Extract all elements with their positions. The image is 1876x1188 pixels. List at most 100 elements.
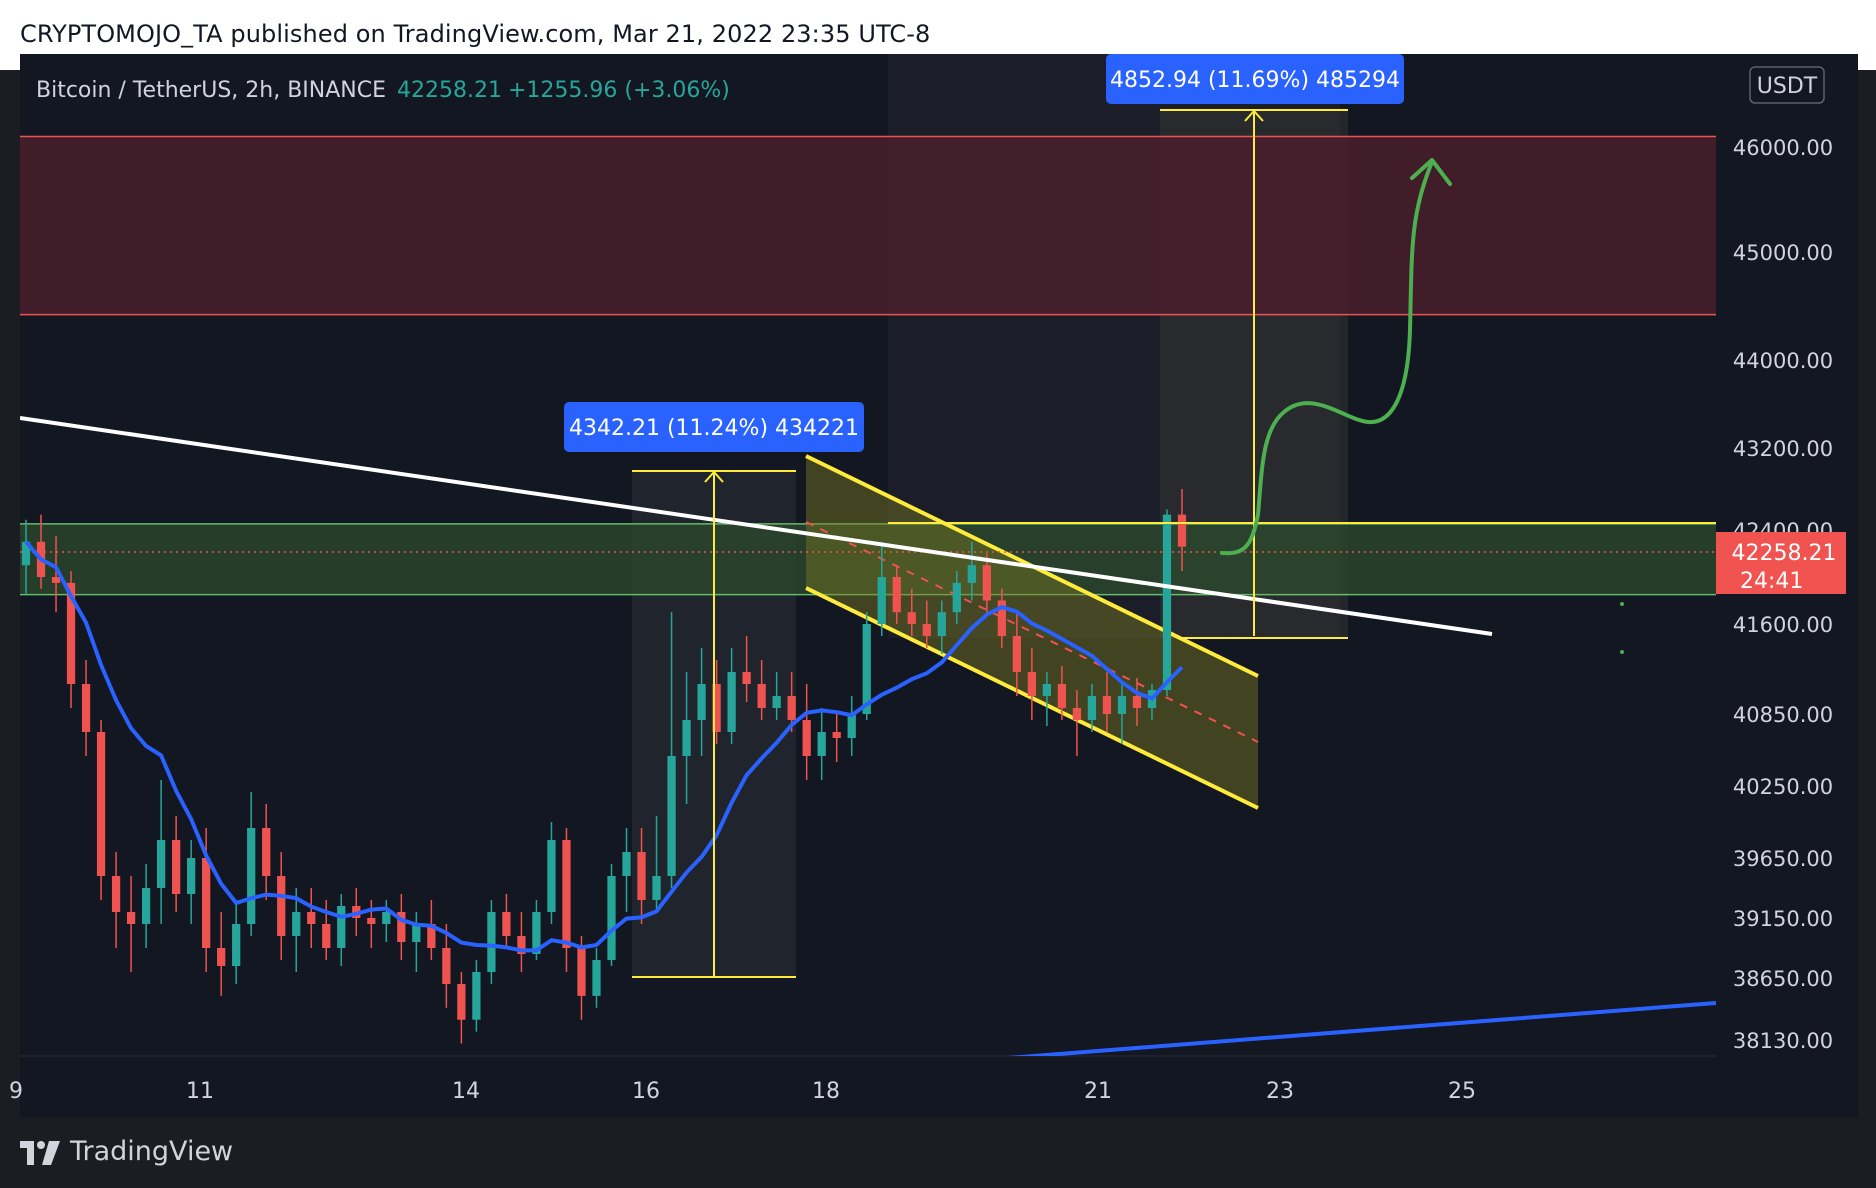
candle-body[interactable] xyxy=(652,876,661,900)
candle-body[interactable] xyxy=(727,672,736,732)
projection-arrowhead xyxy=(1410,158,1452,186)
candle-body[interactable] xyxy=(682,720,691,756)
time-axis[interactable]: 9 11 14 16 18 21 23 25 xyxy=(9,1079,1476,1104)
price-axis-label: 43200.00 xyxy=(1733,437,1833,461)
candle-body[interactable] xyxy=(577,948,586,996)
candle-body[interactable] xyxy=(156,840,166,888)
candle-body[interactable] xyxy=(187,858,196,894)
price-axis[interactable]: 46000.0045000.0044000.0043200.0042400.00… xyxy=(1733,136,1833,1053)
candle-body[interactable] xyxy=(1162,514,1172,690)
candle-body[interactable] xyxy=(547,840,556,912)
currency-badge-text: USDT xyxy=(1757,74,1818,99)
candle-body[interactable] xyxy=(817,732,826,756)
candle-body[interactable] xyxy=(322,924,331,948)
candle-body[interactable] xyxy=(111,876,121,912)
candle-body[interactable] xyxy=(487,912,496,972)
candle-body[interactable] xyxy=(232,924,241,966)
candle-body[interactable] xyxy=(757,684,766,708)
candle-body[interactable] xyxy=(1087,696,1097,720)
candle-body[interactable] xyxy=(922,624,931,636)
candle-body[interactable] xyxy=(217,948,226,966)
candle-body[interactable] xyxy=(1102,696,1112,714)
candle-body[interactable] xyxy=(592,960,601,996)
candle-body[interactable] xyxy=(247,828,256,924)
candle-body[interactable] xyxy=(997,600,1006,637)
projection-arrow xyxy=(1220,160,1434,556)
candle-body[interactable] xyxy=(742,672,751,684)
candle-body[interactable] xyxy=(96,732,106,876)
candle-body[interactable] xyxy=(427,924,436,948)
currency-badge[interactable]: USDT xyxy=(1749,66,1825,104)
candle-body[interactable] xyxy=(832,732,841,738)
measure2-label-text: 4852.94 (11.69%) 485294 xyxy=(1110,68,1400,93)
measure1-label: 4342.21 (11.24%) 434221 xyxy=(564,402,864,452)
brand-footer[interactable]: TradingView xyxy=(20,1136,233,1167)
candle-body[interactable] xyxy=(637,852,646,900)
candle-body[interactable] xyxy=(1042,684,1052,696)
candle-body[interactable] xyxy=(382,912,391,924)
candle-body[interactable] xyxy=(667,756,676,876)
candle-body[interactable] xyxy=(772,696,781,708)
time-axis-label: 16 xyxy=(632,1079,660,1104)
candle-body[interactable] xyxy=(712,684,721,732)
candle-body[interactable] xyxy=(126,912,136,924)
candle-body[interactable] xyxy=(862,624,871,714)
price-axis-label: 38650.00 xyxy=(1733,967,1833,991)
brand-name: TradingView xyxy=(70,1136,234,1167)
candle-body[interactable] xyxy=(397,912,406,942)
candle-body[interactable] xyxy=(1132,696,1142,708)
candle-body[interactable] xyxy=(517,936,526,954)
candle-body[interactable] xyxy=(967,565,976,583)
candle-body[interactable] xyxy=(457,983,466,1020)
candle-body[interactable] xyxy=(307,912,316,924)
candle-body[interactable] xyxy=(562,840,571,948)
candle-body[interactable] xyxy=(1117,696,1127,714)
candle-body[interactable] xyxy=(1012,636,1021,672)
current-price-tag: 42258.21 24:41 xyxy=(1716,532,1846,594)
candle-body[interactable] xyxy=(262,828,271,876)
candle-body[interactable] xyxy=(66,582,76,684)
descending-trendline xyxy=(20,416,1493,636)
candle-body[interactable] xyxy=(51,577,61,583)
candle-body[interactable] xyxy=(1027,672,1036,696)
candle-body[interactable] xyxy=(697,684,706,720)
candle-body[interactable] xyxy=(337,906,346,948)
candle-body[interactable] xyxy=(622,852,631,876)
candle-body[interactable] xyxy=(802,720,811,756)
candle-body[interactable] xyxy=(982,565,991,601)
candle-body[interactable] xyxy=(202,858,211,948)
support-zone xyxy=(20,523,1716,595)
time-axis-background xyxy=(20,1056,1716,1118)
candle-body[interactable] xyxy=(412,924,421,942)
candle-body[interactable] xyxy=(1072,708,1082,720)
candle-body[interactable] xyxy=(937,612,946,636)
publisher-text: CRYPTOMOJO_TA published on TradingView.c… xyxy=(20,20,931,48)
candle-body[interactable] xyxy=(21,541,31,566)
resistance-zone xyxy=(20,136,1716,315)
current-price-value: 42258.21 xyxy=(1732,541,1837,566)
candle-body[interactable] xyxy=(442,948,451,984)
current-price-countdown: 24:41 xyxy=(1740,569,1803,594)
candle-body[interactable] xyxy=(892,577,901,613)
candle-body[interactable] xyxy=(367,918,376,924)
candle-body[interactable] xyxy=(532,912,541,954)
candle-body[interactable] xyxy=(292,912,301,936)
candle-body[interactable] xyxy=(277,876,286,936)
candle-body[interactable] xyxy=(787,696,796,720)
candle-body[interactable] xyxy=(952,582,961,613)
candle-body[interactable] xyxy=(907,612,916,624)
candle-body[interactable] xyxy=(1177,514,1187,547)
candle-body[interactable] xyxy=(1057,684,1067,708)
candle-body[interactable] xyxy=(847,714,856,738)
candle-body[interactable] xyxy=(81,684,91,732)
candle-body[interactable] xyxy=(472,972,481,1020)
candle-body[interactable] xyxy=(502,912,511,936)
candle-body[interactable] xyxy=(172,840,181,894)
symbol-legend: Bitcoin / TetherUS, 2h, BINANCE 42258.21… xyxy=(36,78,730,103)
candle-body[interactable] xyxy=(141,888,151,924)
price-axis-label: 38130.00 xyxy=(1733,1029,1833,1053)
candle-body[interactable] xyxy=(607,876,616,960)
candle-body[interactable] xyxy=(877,577,886,624)
time-axis-label: 21 xyxy=(1084,1079,1112,1104)
